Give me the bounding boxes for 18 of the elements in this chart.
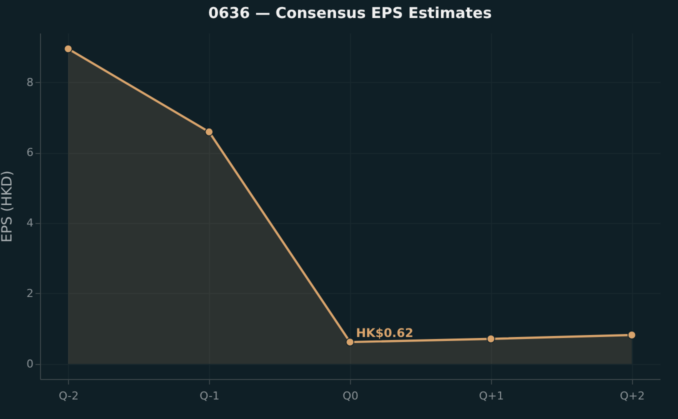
chart-title: 0636 — Consensus EPS Estimates	[208, 4, 492, 22]
point	[628, 330, 636, 340]
y-tick-label: 2	[26, 286, 34, 300]
point	[486, 334, 496, 344]
y-tick-label: 4	[26, 216, 34, 230]
point	[64, 44, 72, 54]
x-tick-label: Q-2	[58, 390, 79, 402]
x-tick-label: Q+1	[478, 390, 504, 402]
y-tick-label: 6	[26, 146, 34, 160]
y-tick-label: 0	[26, 357, 34, 370]
x-tick-label: Q0	[342, 390, 358, 402]
x-tick-label: Q-1	[200, 390, 220, 402]
point	[204, 128, 214, 136]
x-tick-label: Q+2	[620, 390, 645, 402]
annotation: HK$0.62	[356, 326, 414, 340]
point	[346, 338, 354, 346]
y-tick-label: 8	[26, 76, 34, 89]
y-axis-title: EPS (HKD)	[0, 170, 16, 243]
